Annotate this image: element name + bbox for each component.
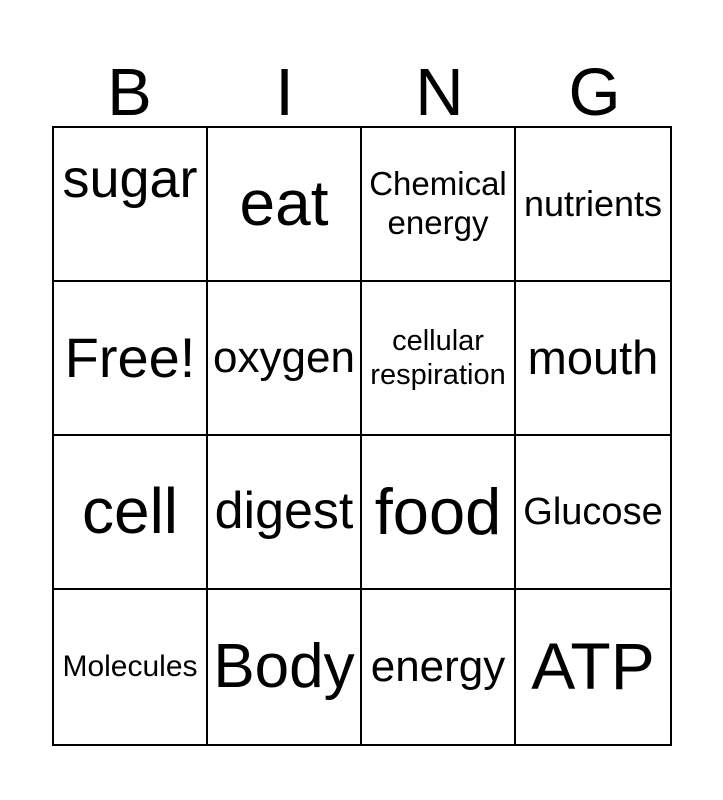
bingo-cell[interactable]: sugar — [54, 128, 208, 282]
bingo-grid: sugar eat Chemical energy nutrients Free! oxy… — [52, 126, 672, 746]
bingo-cell[interactable]: Chemical energy — [362, 128, 516, 282]
bingo-cell[interactable]: eat — [208, 128, 362, 282]
bingo-cell[interactable]: ATP — [516, 590, 670, 744]
bingo-cell[interactable]: Glucose — [516, 436, 670, 590]
bingo-cell-free[interactable]: Free! — [54, 282, 208, 436]
bingo-header-letter: I — [275, 55, 294, 130]
bingo-cell[interactable]: Body — [208, 590, 362, 744]
bingo-cell[interactable]: cell — [54, 436, 208, 590]
bingo-cell[interactable]: cellular respiration — [362, 282, 516, 436]
bingo-cell[interactable]: digest — [208, 436, 362, 590]
bingo-cell[interactable]: mouth — [516, 282, 670, 436]
bingo-cell[interactable]: Molecules — [54, 590, 208, 744]
bingo-cell[interactable]: nutrients — [516, 128, 670, 282]
bingo-header-letter: N — [415, 55, 464, 130]
bingo-cell[interactable]: oxygen — [208, 282, 362, 436]
bingo-cell[interactable]: food — [362, 436, 516, 590]
bingo-cell[interactable]: energy — [362, 590, 516, 744]
bingo-header-letter: B — [107, 55, 152, 130]
bingo-header-letter: G — [568, 55, 621, 130]
